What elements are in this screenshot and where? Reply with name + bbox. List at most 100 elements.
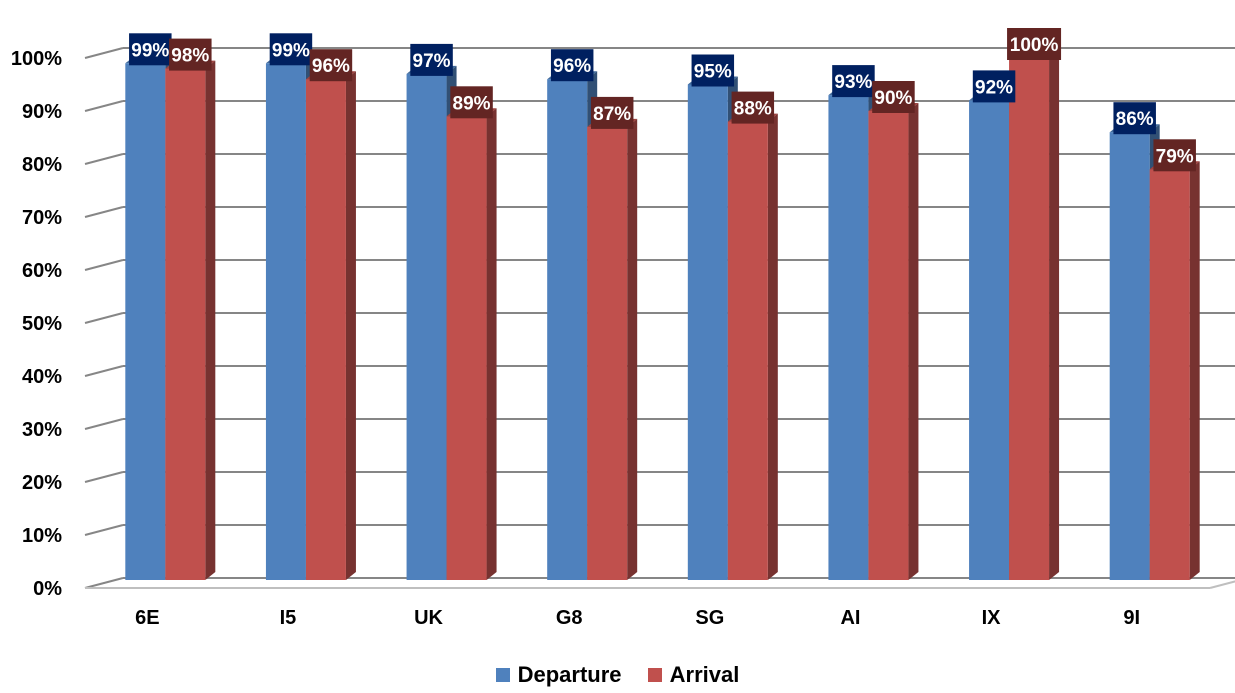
data-label-departure-i5: 99%	[269, 33, 313, 66]
y-tick-label: 60%	[22, 260, 62, 282]
y-axis-ticks: 0% 10% 20% 30% 40% 50% 60% 70% 80% 90% 100%	[11, 48, 62, 600]
x-tick-label: IX	[982, 607, 1002, 629]
bar-front	[265, 63, 306, 581]
bar-side	[205, 60, 216, 581]
data-label-departure-ai: 93%	[832, 65, 875, 98]
data-label-box	[269, 33, 313, 66]
gridline-diagonal	[84, 100, 124, 112]
data-label-box	[832, 65, 875, 98]
data-label-text: 95%	[694, 62, 732, 83]
bar-arrival-sg	[727, 113, 778, 580]
y-tick-label: 20%	[22, 472, 62, 494]
x-tick-label: UK	[414, 607, 443, 629]
data-label-text: 79%	[1156, 146, 1194, 167]
x-tick-label: G8	[556, 607, 583, 629]
gridline-diagonal	[84, 47, 124, 59]
gridline-diagonal	[84, 259, 124, 271]
bar-front	[969, 100, 1010, 581]
data-label-departure-6e: 99%	[129, 33, 172, 66]
bar-front	[305, 79, 346, 580]
legend-label-departure: Departure	[517, 662, 622, 687]
bar-arrival-uk	[446, 108, 497, 581]
gridline-diagonal	[84, 577, 124, 589]
data-label-box	[1153, 139, 1196, 172]
bar-side	[908, 103, 919, 580]
data-label-arrival-6e: 98%	[169, 38, 212, 71]
bar-side	[345, 71, 356, 580]
x-tick-label: 9I	[1123, 607, 1140, 629]
bar-side	[486, 108, 497, 581]
gridline-diagonal	[84, 524, 124, 536]
data-label-departure-9i: 86%	[1113, 102, 1156, 135]
data-label-text: 99%	[131, 40, 169, 61]
data-label-box	[872, 81, 915, 113]
data-label-text: 96%	[553, 56, 591, 77]
data-label-text: 93%	[834, 72, 872, 93]
bar-front	[587, 126, 628, 581]
bar-arrival-6e	[165, 60, 216, 581]
data-label-box	[590, 96, 634, 129]
gridline-diagonal	[84, 206, 124, 218]
floor-edge-diagonal	[1209, 580, 1235, 589]
bar-front	[868, 111, 909, 580]
data-label-text: 87%	[593, 104, 631, 125]
data-label-text: 90%	[874, 88, 912, 109]
gridline-diagonal	[84, 418, 124, 430]
data-label-text: 89%	[453, 93, 491, 114]
x-tick-label: AI	[840, 607, 860, 629]
data-label-arrival-sg: 88%	[731, 91, 775, 124]
data-label-arrival-ix: 100%	[1007, 28, 1062, 60]
data-labels: 99% 98% 99%96% 97%89%96%87%95%88%93%90%92%1…	[129, 28, 1196, 172]
data-label-text: 96%	[312, 56, 350, 77]
data-label-arrival-i5: 96%	[309, 49, 353, 82]
data-label-text: 99%	[272, 40, 310, 61]
y-tick-label: 80%	[22, 154, 62, 176]
bars: 99% 98% 99%96% 97%89%96%87%95%88%93%90%92%1…	[125, 28, 1200, 581]
data-label-text: 98%	[171, 46, 209, 67]
bar-front	[1149, 169, 1190, 581]
y-tick-label: 40%	[22, 366, 62, 388]
bar-arrival-9i	[1149, 161, 1200, 581]
data-label-box	[129, 33, 172, 66]
data-label-text: 97%	[413, 51, 451, 72]
data-label-arrival-9i: 79%	[1153, 139, 1196, 172]
bar-front	[125, 63, 166, 581]
bar-front	[406, 73, 447, 581]
bar-front	[547, 79, 588, 580]
bar-front	[727, 121, 768, 580]
data-label-arrival-ai: 90%	[872, 81, 915, 113]
y-tick-label: 10%	[22, 525, 62, 547]
data-label-box	[972, 70, 1016, 103]
bar-front	[1009, 58, 1050, 580]
gridlines	[84, 47, 1235, 589]
data-label-box	[731, 91, 775, 124]
data-label-box	[1113, 102, 1156, 135]
data-label-text: 86%	[1116, 109, 1154, 130]
data-label-box	[169, 38, 212, 71]
data-label-departure-sg: 95%	[691, 54, 735, 87]
data-label-departure-ix: 92%	[972, 70, 1016, 103]
data-label-text: 92%	[975, 77, 1013, 98]
y-tick-label: 50%	[22, 313, 62, 335]
gridline-diagonal	[84, 312, 124, 324]
y-tick-label: 70%	[22, 207, 62, 229]
data-label-text: 100%	[1010, 35, 1059, 56]
bar-side	[627, 118, 638, 581]
legend-swatch-arrival	[647, 668, 662, 682]
y-tick-label: 30%	[22, 419, 62, 441]
x-tick-label: SG	[695, 607, 724, 629]
data-label-box	[1007, 28, 1062, 60]
legend: Departure Arrival	[0, 662, 1235, 688]
data-label-text: 88%	[734, 99, 772, 120]
gridline-diagonal	[84, 365, 124, 377]
bar-front	[828, 95, 869, 580]
y-tick-label: 0%	[33, 578, 62, 600]
gridline-diagonal	[84, 471, 124, 483]
bar-front	[687, 84, 728, 580]
data-label-departure-uk: 97%	[410, 43, 453, 76]
legend-label-arrival: Arrival	[669, 662, 740, 687]
bar-side	[1189, 161, 1200, 581]
x-tick-label: I5	[280, 607, 297, 629]
data-label-box	[410, 43, 453, 76]
bar-side	[1049, 50, 1060, 580]
